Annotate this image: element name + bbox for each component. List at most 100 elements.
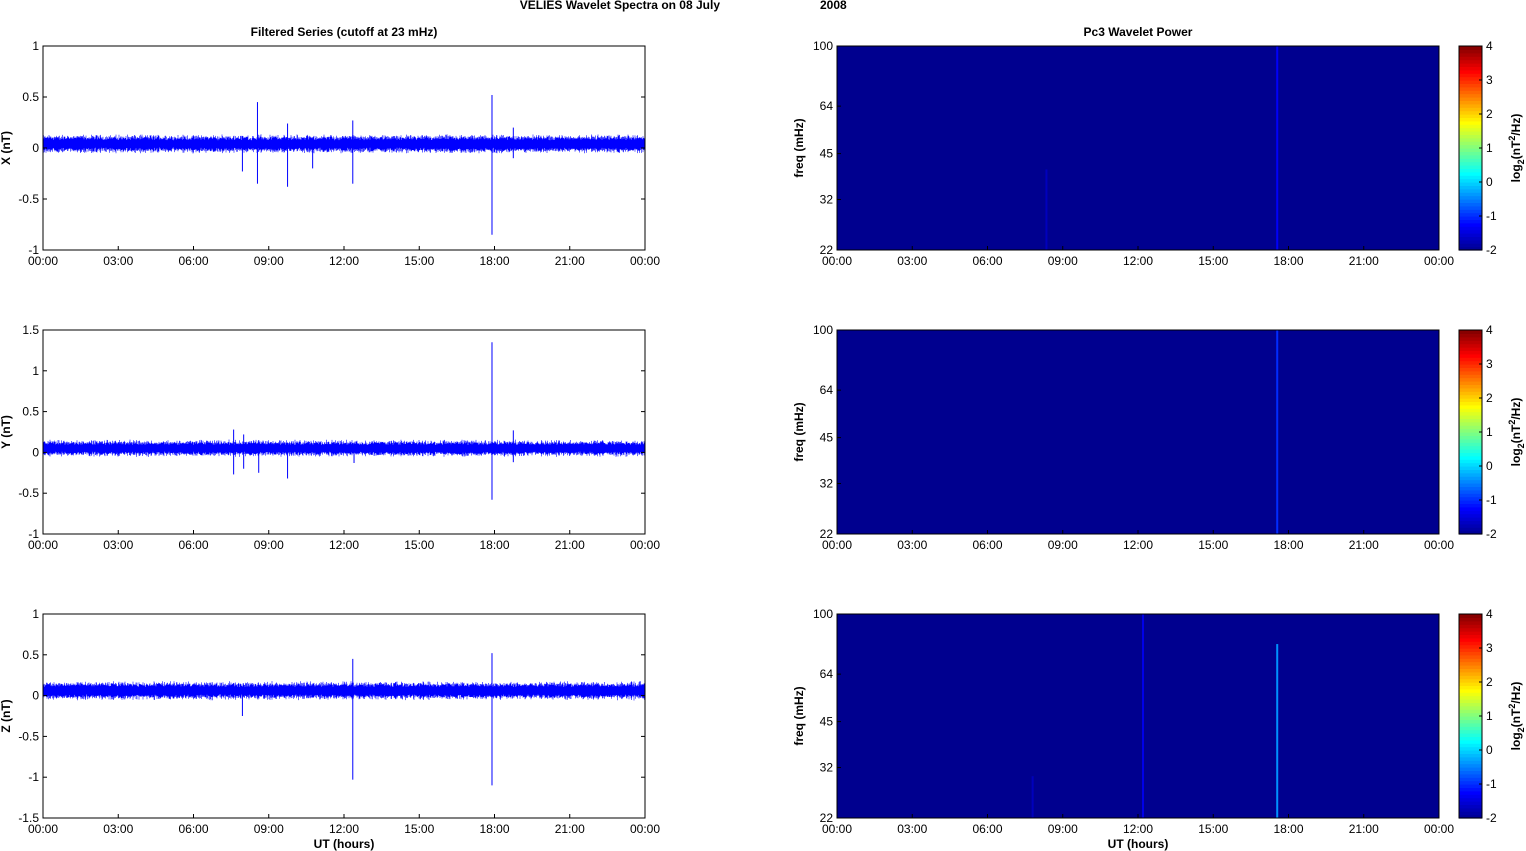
colorbar-tick-label: 4 (1486, 323, 1493, 337)
y-tick-label: 64 (820, 383, 834, 397)
colorbar-segment (1459, 685, 1482, 690)
x-tick-label: 00:00 (822, 254, 852, 268)
colorbar-segment (1459, 425, 1482, 430)
colorbar-segment (1459, 381, 1482, 385)
colorbar-segment (1459, 617, 1482, 622)
colorbar-segment (1459, 459, 1482, 464)
x-tick-label: 21:00 (555, 538, 585, 552)
colorbar-segment (1459, 716, 1482, 720)
colorbar-segment (1459, 97, 1482, 101)
colorbar-tick-label: 2 (1486, 675, 1493, 689)
x-tick-label: 03:00 (897, 538, 927, 552)
colorbar-segment (1459, 127, 1482, 132)
x-tick-label: 00:00 (630, 538, 660, 552)
colorbar-segment (1459, 185, 1482, 190)
colorbar-segment (1459, 216, 1482, 220)
colorbar-segment (1459, 634, 1482, 639)
x-tick-label: 00:00 (630, 254, 660, 268)
figure-title-year: 2008 (820, 0, 847, 12)
colorbar-segment (1459, 641, 1482, 646)
colorbar-segment (1459, 80, 1482, 84)
colorbar-segment (1459, 330, 1482, 334)
colorbar-segment (1459, 476, 1482, 481)
time-series-panel: -1 -0.5 0 0.5 1 1.5 00:00 03:00 06:00 09:00 12:00 1… (0, 323, 660, 552)
figure-title: VELIES Wavelet Spectra on 08 July (520, 0, 721, 12)
colorbar-segment (1459, 614, 1482, 618)
colorbar-segment (1459, 428, 1482, 433)
x-tick-label: 18:00 (1273, 538, 1303, 552)
colorbar-tick-label: 3 (1486, 357, 1493, 371)
y-tick-label: 32 (820, 477, 834, 491)
x-axis-label: UT (hours) (1108, 837, 1169, 851)
colorbar-tick-label: 1 (1486, 709, 1493, 723)
colorbar-segment (1459, 513, 1482, 518)
colorbar-segment (1459, 466, 1482, 470)
colorbar-segment (1459, 797, 1482, 802)
colorbar-segment (1459, 661, 1482, 666)
colorbar-label-part: /Hz) (1509, 682, 1523, 704)
colorbar-segment (1459, 353, 1482, 358)
x-tick-label: 21:00 (1349, 254, 1379, 268)
colorbar-segment (1459, 333, 1482, 338)
y-tick-label: 32 (820, 193, 834, 207)
colorbar-segment (1459, 743, 1482, 748)
colorbar-segment (1459, 637, 1482, 642)
x-tick-label: 12:00 (1123, 254, 1153, 268)
y-tick-label: 100 (813, 323, 833, 337)
colorbar-label-part: /Hz) (1509, 398, 1523, 420)
colorbar-segment (1459, 675, 1482, 680)
colorbar-segment (1459, 69, 1482, 74)
colorbar-segment (1459, 709, 1482, 714)
x-tick-label: 06:00 (178, 538, 208, 552)
colorbar-segment (1459, 226, 1482, 231)
colorbar-tick-label: 0 (1486, 459, 1493, 473)
colorbar-segment (1459, 784, 1482, 788)
heatmap-background (837, 330, 1439, 534)
colorbar-segment (1459, 767, 1482, 771)
x-tick-label: 21:00 (1349, 538, 1379, 552)
colorbar-segment (1459, 233, 1482, 237)
colorbar-tick-label: -2 (1486, 527, 1497, 541)
colorbar-label-part: /Hz) (1509, 114, 1523, 136)
heatmap-event (1142, 614, 1145, 818)
colorbar-tick-label: 3 (1486, 73, 1493, 87)
y-tick-label: 45 (820, 715, 834, 729)
colorbar-segment (1459, 161, 1482, 166)
colorbar-segment (1459, 804, 1482, 809)
colorbar-segment (1459, 93, 1482, 98)
y-tick-label: 0.5 (22, 405, 39, 419)
colorbar-segment (1459, 753, 1482, 758)
colorbar-segment (1459, 503, 1482, 508)
colorbar-segment (1459, 212, 1482, 217)
colorbar-segment (1459, 801, 1482, 805)
colorbar-segment (1459, 479, 1482, 484)
y-tick-label: 0 (32, 445, 39, 459)
y-axis-label: Y (nT) (0, 415, 13, 449)
plot-area (43, 330, 645, 534)
x-tick-label: 15:00 (1198, 254, 1228, 268)
colorbar-segment (1459, 722, 1482, 727)
colorbar-segment (1459, 442, 1482, 447)
colorbar-segment (1459, 644, 1482, 649)
colorbar-label-part: 2 (1507, 136, 1517, 141)
colorbar-segment (1459, 56, 1482, 61)
colorbar-segment (1459, 469, 1482, 474)
colorbar-tick-label: 4 (1486, 39, 1493, 53)
colorbar-segment (1459, 729, 1482, 734)
y-axis-label: freq (mHz) (792, 402, 806, 461)
colorbar-segment (1459, 120, 1482, 125)
colorbar-label-part: 2 (1516, 727, 1526, 732)
y-tick-label: -1 (28, 243, 39, 257)
panel-title: Filtered Series (cutoff at 23 mHz) (251, 25, 438, 39)
colorbar-segment (1459, 421, 1482, 426)
x-axis-label: UT (hours) (314, 837, 375, 851)
colorbar-segment (1459, 391, 1482, 396)
y-tick-label: 100 (813, 607, 833, 621)
colorbar-segment (1459, 658, 1482, 663)
colorbar-segment (1459, 777, 1482, 782)
x-tick-label: 21:00 (555, 254, 585, 268)
